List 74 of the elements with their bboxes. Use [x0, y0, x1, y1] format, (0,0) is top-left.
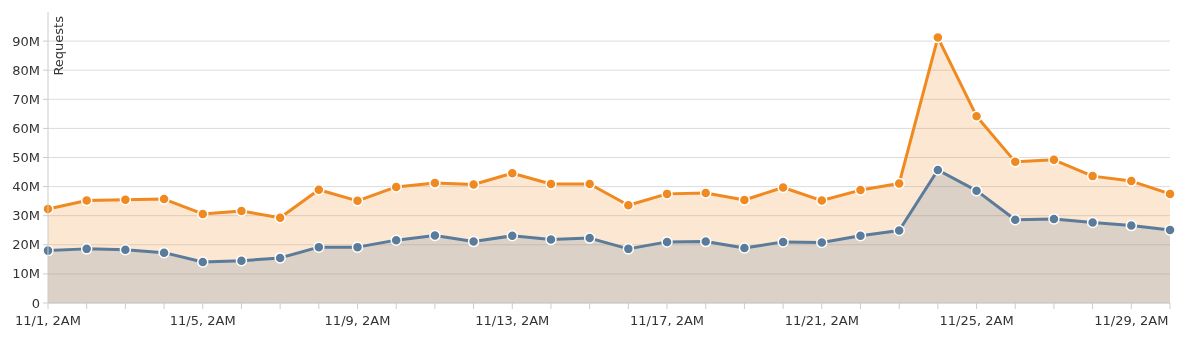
- point: [661, 236, 673, 248]
- point: [158, 193, 170, 205]
- point: [699, 235, 712, 248]
- point: [119, 244, 132, 256]
- y-tick-label: 10M: [12, 266, 40, 282]
- y-tick-label: 70M: [12, 91, 40, 107]
- x-tick-label: 11/5, 2AM: [169, 313, 236, 328]
- point: [699, 187, 712, 199]
- y-tick-label: 60M: [12, 120, 40, 136]
- point: [932, 31, 944, 44]
- y-tick-label: 30M: [12, 208, 40, 224]
- point: [351, 241, 364, 253]
- point: [274, 252, 286, 264]
- point: [1086, 216, 1099, 229]
- point: [235, 205, 248, 217]
- point: [1009, 156, 1021, 168]
- point: [119, 193, 132, 206]
- point: [390, 181, 402, 193]
- point: [893, 177, 905, 190]
- point: [816, 236, 828, 249]
- point: [351, 195, 364, 207]
- point: [1048, 154, 1060, 166]
- y-axis-title: Requests: [51, 15, 66, 76]
- point: [545, 233, 557, 246]
- point: [777, 181, 789, 194]
- point: [158, 246, 170, 259]
- y-tick-label: 40M: [12, 179, 40, 195]
- point: [854, 230, 867, 242]
- point: [313, 241, 325, 253]
- point: [583, 178, 596, 190]
- point: [1086, 170, 1099, 182]
- point: [313, 184, 325, 196]
- point: [738, 194, 751, 206]
- point: [1164, 188, 1176, 200]
- x-tick-label: 11/25, 2AM: [939, 313, 1014, 328]
- point: [622, 243, 635, 255]
- x-tick-label: 11/17, 2AM: [629, 313, 705, 328]
- point: [583, 232, 596, 244]
- y-tick-label: 50M: [12, 150, 40, 166]
- x-tick-label: 11/13, 2AM: [475, 313, 550, 328]
- x-tick-label: 11/9, 2AM: [324, 313, 391, 328]
- y-tick-label: 0: [31, 295, 40, 311]
- point: [390, 234, 402, 246]
- point: [661, 188, 673, 200]
- point: [429, 229, 441, 242]
- point: [777, 236, 789, 248]
- point: [854, 184, 867, 196]
- point: [429, 177, 441, 189]
- point: [1164, 224, 1176, 236]
- point: [816, 194, 828, 207]
- point: [738, 242, 751, 254]
- x-tick-label: 11/21, 2AM: [784, 313, 859, 328]
- point: [197, 256, 209, 268]
- point: [235, 255, 248, 267]
- point: [932, 164, 944, 176]
- point: [970, 184, 983, 197]
- point: [467, 178, 480, 191]
- point: [1125, 219, 1138, 232]
- point: [506, 230, 519, 242]
- x-tick-label: 11/1, 2AM: [15, 313, 81, 328]
- point: [1009, 214, 1021, 226]
- y-tick-label: 80M: [12, 62, 40, 78]
- y-tick-label: 90M: [12, 33, 40, 49]
- point: [545, 178, 557, 190]
- y-tick-label: 20M: [12, 237, 40, 253]
- point: [970, 110, 983, 122]
- point: [1048, 213, 1060, 225]
- point: [197, 208, 209, 220]
- x-tick-label: 11/29, 2AM: [1094, 313, 1169, 328]
- point: [467, 235, 480, 248]
- point: [893, 224, 905, 237]
- point: [80, 194, 93, 207]
- point: [80, 243, 93, 255]
- point: [1125, 175, 1138, 187]
